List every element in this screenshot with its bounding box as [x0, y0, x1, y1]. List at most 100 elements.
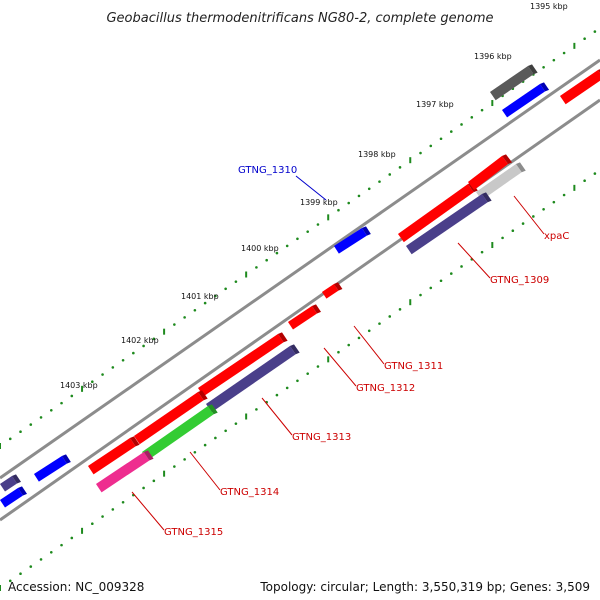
outer-track-dot: [152, 337, 156, 341]
gene-red-1395-top: [560, 69, 600, 96]
gene-red-1398b: [468, 154, 513, 190]
outer-track-dot: [214, 294, 217, 298]
outer-track-dot: [19, 430, 22, 434]
leader-lines: [131, 175, 545, 531]
inner-track-dot: [152, 479, 156, 483]
outer-track-dot: [316, 223, 320, 226]
outer-track-dot: [562, 51, 566, 55]
gene-red-1403-end: [198, 390, 208, 401]
gene-labels: GTNG_1310 xpaC GTNG_1309 GTNG_1311 GTNG_…: [164, 165, 569, 538]
leader-xpac: [513, 195, 545, 235]
outer-track-dot: [583, 37, 586, 41]
gene-red-1398a-top: [398, 182, 472, 234]
gene-gtng-1315-top: [96, 450, 148, 484]
outer-track-dot: [542, 65, 545, 69]
outer-track-dot: [8, 437, 12, 441]
gene-gtng-1312-end: [312, 304, 321, 314]
outer-track-dot: [337, 208, 340, 212]
inner-track-dot: [121, 500, 125, 504]
gene-red-1404: [88, 436, 140, 475]
dotted-scale-track-inner: [0, 172, 597, 591]
inner-track-dot: [357, 336, 361, 340]
gene-gtng-1310-end: [362, 226, 371, 236]
gene-red-1398b-body: [468, 156, 509, 190]
outer-track-dot: [121, 358, 125, 362]
gene-xpac-end: [516, 162, 526, 173]
gene-dark-1396-body: [490, 66, 534, 101]
kbp-labels: 1395 kbp 1396 kbp 1397 kbp 1398 kbp 1399…: [60, 2, 568, 390]
inner-track-dot: [306, 372, 309, 375]
outer-track-dot: [306, 230, 309, 233]
accession-text: Accession: NC_009328: [8, 580, 145, 594]
gene-blue-1404-end: [62, 454, 71, 464]
gene-blue-1404: [34, 454, 71, 482]
gene-gtng-1310-top: [334, 226, 366, 246]
inner-track-dot: [49, 550, 53, 554]
gene-gtng-1310: [334, 226, 371, 254]
gene-gtng-1315: [96, 450, 154, 493]
gene-navy-edge-body: [0, 476, 17, 492]
gene-label-gtng-1309: GTNG_1309: [490, 275, 549, 286]
outer-track-dot: [449, 130, 453, 133]
inner-track-dot: [347, 343, 351, 347]
outer-track-dot: [275, 251, 279, 255]
inner-track-dot: [449, 272, 453, 275]
inner-track-dot: [542, 207, 545, 211]
gene-label-gtng-1314: GTNG_1314: [220, 487, 279, 498]
inner-track-dot: [29, 565, 33, 568]
gene-navy-edge-top: [0, 474, 16, 484]
inner-track-dot: [511, 229, 515, 233]
gene-red-1395-body: [560, 70, 600, 105]
gene-gtng-1314-end: [208, 404, 218, 415]
inner-track-dot: [60, 543, 63, 547]
kbp-label-1401: 1401 kbp: [181, 292, 219, 301]
inner-track-dot: [70, 536, 74, 540]
inner-track-dot: [224, 429, 227, 433]
inner-track-dot: [583, 179, 586, 183]
gene-red-1404-top: [88, 436, 134, 466]
gene-red-1402-top: [198, 332, 282, 388]
gene-xpac-top: [476, 162, 520, 192]
inner-track-dot: [562, 193, 566, 197]
gene-blue-edge-end: [18, 486, 27, 496]
outer-track-dot: [234, 280, 238, 283]
gene-gtng-1315-end: [144, 450, 154, 461]
inner-track-dot: [532, 215, 535, 218]
outer-track-dot: [296, 237, 299, 241]
outer-track-dot: [49, 408, 53, 412]
inner-track-dot: [111, 508, 115, 511]
inner-track-dot: [101, 515, 104, 518]
outer-track-dot: [460, 123, 463, 126]
leader-gtng-1311: [353, 325, 385, 365]
inner-track-dot: [275, 393, 279, 397]
inner-track-dot: [460, 265, 463, 268]
inner-track-dot: [419, 293, 422, 297]
inner-track-dot: [285, 386, 289, 390]
gene-red-1403: [134, 390, 208, 445]
outer-track-dot: [388, 173, 392, 176]
outer-track-dot: [132, 351, 135, 355]
inner-track-dot: [367, 329, 371, 333]
gene-red-1404-body: [88, 438, 136, 475]
gene-dark-1396-end: [528, 64, 538, 75]
inner-track-dot: [142, 486, 145, 490]
gene-blue-1396-top: [502, 82, 544, 110]
leader-gtng-1313: [261, 397, 293, 436]
outer-track-dot: [193, 308, 197, 312]
outer-track-dot: [70, 394, 74, 398]
outer-track-dot: [39, 416, 43, 419]
inner-track-dot: [398, 308, 402, 311]
gene-gtng-1312-top: [288, 304, 316, 322]
gene-red-1404-end: [130, 436, 140, 447]
gene-gtng-1309-top: [406, 192, 486, 246]
outer-track-dot: [593, 30, 597, 33]
gene-features: [0, 64, 600, 508]
gene-navy-edge-end: [12, 474, 21, 484]
gene-dark-1396: [490, 64, 538, 101]
inner-track-dot: [296, 379, 299, 383]
leader-gtng-1314: [189, 451, 221, 491]
kbp-label-1395: 1395 kbp: [530, 2, 568, 11]
kbp-label-1403: 1403 kbp: [60, 381, 98, 390]
leader-gtng-1312: [323, 347, 357, 387]
gene-label-gtng-1312: GTNG_1312: [356, 383, 415, 394]
